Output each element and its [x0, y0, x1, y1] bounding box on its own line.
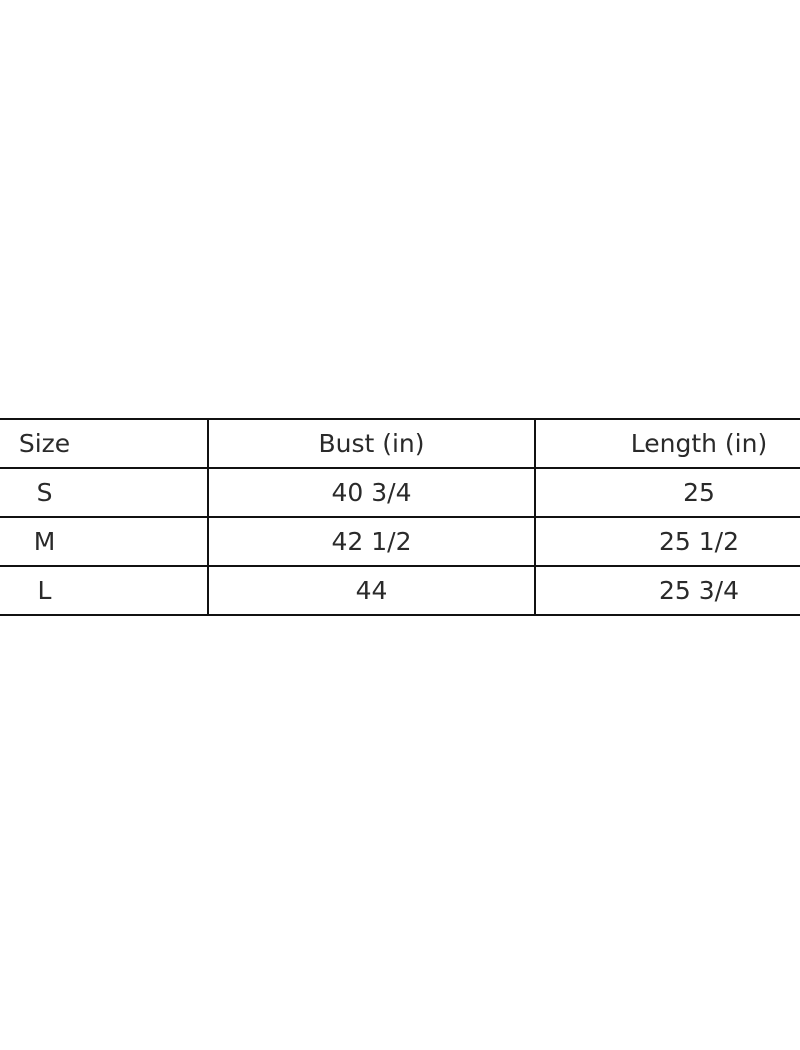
- header-length: Length (in): [534, 418, 800, 469]
- table-row: M 42 1/2 25 1/2: [0, 516, 800, 567]
- cell-length: 25: [534, 467, 800, 518]
- size-chart-table: Size Bust (in) Length (in) S 40 3/4 25 M…: [0, 418, 800, 616]
- header-size: Size: [0, 418, 209, 469]
- cell-bust: 42 1/2: [207, 516, 536, 567]
- table-header-row: Size Bust (in) Length (in): [0, 418, 800, 469]
- table-row: S 40 3/4 25: [0, 467, 800, 518]
- cell-length: 25 3/4: [534, 565, 800, 616]
- cell-size: L: [0, 565, 209, 616]
- cell-bust: 40 3/4: [207, 467, 536, 518]
- cell-size: M: [0, 516, 209, 567]
- header-bust: Bust (in): [207, 418, 536, 469]
- cell-size: S: [0, 467, 209, 518]
- cell-bust: 44: [207, 565, 536, 616]
- cell-length: 25 1/2: [534, 516, 800, 567]
- table-row: L 44 25 3/4: [0, 565, 800, 616]
